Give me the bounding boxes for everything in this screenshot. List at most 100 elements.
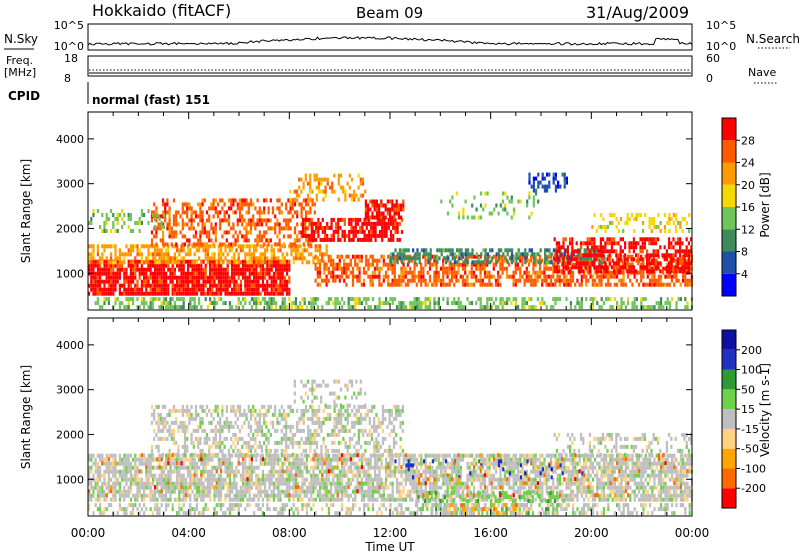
range-cell [318, 270, 322, 275]
range-cell [589, 305, 592, 310]
range-cell [584, 261, 587, 266]
range-cell [140, 485, 143, 490]
range-cell [369, 262, 372, 267]
range-cell [640, 274, 643, 279]
range-cell [94, 287, 97, 292]
range-cell [92, 248, 95, 253]
range-cell [685, 221, 689, 225]
range-cell [314, 244, 317, 249]
range-cell [588, 237, 591, 242]
range-cell [301, 477, 304, 482]
range-cell [314, 266, 317, 271]
range-cell [340, 266, 344, 271]
range-cell [552, 266, 555, 271]
range-cell [613, 274, 616, 279]
range-cell [215, 275, 218, 280]
range-cell [156, 275, 159, 280]
range-cell [140, 481, 143, 486]
range-cell [248, 457, 251, 462]
range-cell [187, 283, 190, 288]
range-cell [668, 237, 671, 242]
range-cell [214, 222, 217, 227]
range-cell [222, 271, 225, 276]
range-cell [288, 489, 291, 494]
range-cell [252, 222, 255, 227]
range-cell [173, 260, 176, 265]
range-cell [211, 481, 214, 486]
range-cell [90, 275, 93, 280]
range-cell [683, 217, 686, 221]
range-cell [587, 278, 590, 283]
range-cell [206, 256, 209, 261]
range-cell [378, 217, 382, 222]
range-cell [535, 176, 538, 181]
range-cell [598, 278, 601, 283]
range-cell [253, 493, 256, 498]
range-cell [423, 248, 426, 253]
range-cell [187, 481, 190, 486]
range-cell [234, 210, 237, 215]
range-cell [162, 213, 165, 217]
range-cell [523, 270, 526, 275]
range-cell [349, 258, 352, 263]
range-cell [112, 267, 115, 272]
range-cell [199, 234, 202, 239]
range-cell [508, 256, 511, 261]
range-cell [90, 453, 93, 458]
range-cell [646, 249, 649, 254]
range-cell [165, 297, 168, 302]
range-cell [506, 248, 509, 253]
range-cell [228, 279, 231, 284]
range-cell [236, 202, 239, 207]
range-cell [308, 252, 311, 257]
range-tick-label: 2000 [56, 222, 84, 235]
range-cell [92, 275, 95, 280]
range-cell [363, 233, 366, 238]
range-cell [337, 229, 340, 234]
range-cell [416, 252, 419, 257]
range-cell [88, 453, 91, 458]
range-cell [530, 305, 533, 310]
range-cell [187, 489, 190, 494]
range-cell [482, 248, 485, 253]
range-cell [358, 270, 361, 275]
freq-right-tick-top: 60 [706, 52, 720, 65]
range-cell [323, 278, 326, 283]
range-cell [516, 266, 520, 271]
range-cell [253, 283, 256, 288]
range-cell [261, 244, 264, 249]
range-cell [154, 457, 157, 462]
range-cell [90, 465, 93, 470]
range-cell [642, 282, 645, 287]
range-cell [665, 265, 668, 270]
range-cell [380, 266, 383, 271]
range-cell [226, 461, 229, 466]
range-cell [257, 260, 260, 265]
range-cell [211, 279, 214, 284]
range-cell [182, 477, 185, 482]
range-cell [112, 283, 115, 288]
range-cell [270, 305, 273, 310]
range-cell [360, 258, 363, 263]
range-cell [233, 287, 236, 292]
range-cell [690, 245, 693, 250]
range-cell [371, 215, 374, 220]
range-cell [302, 185, 305, 190]
range-cell [228, 291, 231, 296]
range-cell [573, 257, 576, 262]
range-cell [228, 457, 231, 462]
range-cell [639, 249, 642, 254]
range-cell [651, 278, 654, 283]
range-cell [389, 207, 392, 212]
range-cell [272, 291, 275, 296]
range-cell [127, 279, 130, 284]
range-cell [295, 193, 299, 198]
range-cell [275, 301, 278, 306]
range-cell [332, 233, 335, 238]
range-cell [632, 265, 635, 270]
range-cell [154, 275, 157, 280]
range-cell [175, 242, 178, 247]
range-cell [606, 241, 609, 246]
range-cell [272, 256, 275, 261]
range-cell [294, 481, 297, 486]
